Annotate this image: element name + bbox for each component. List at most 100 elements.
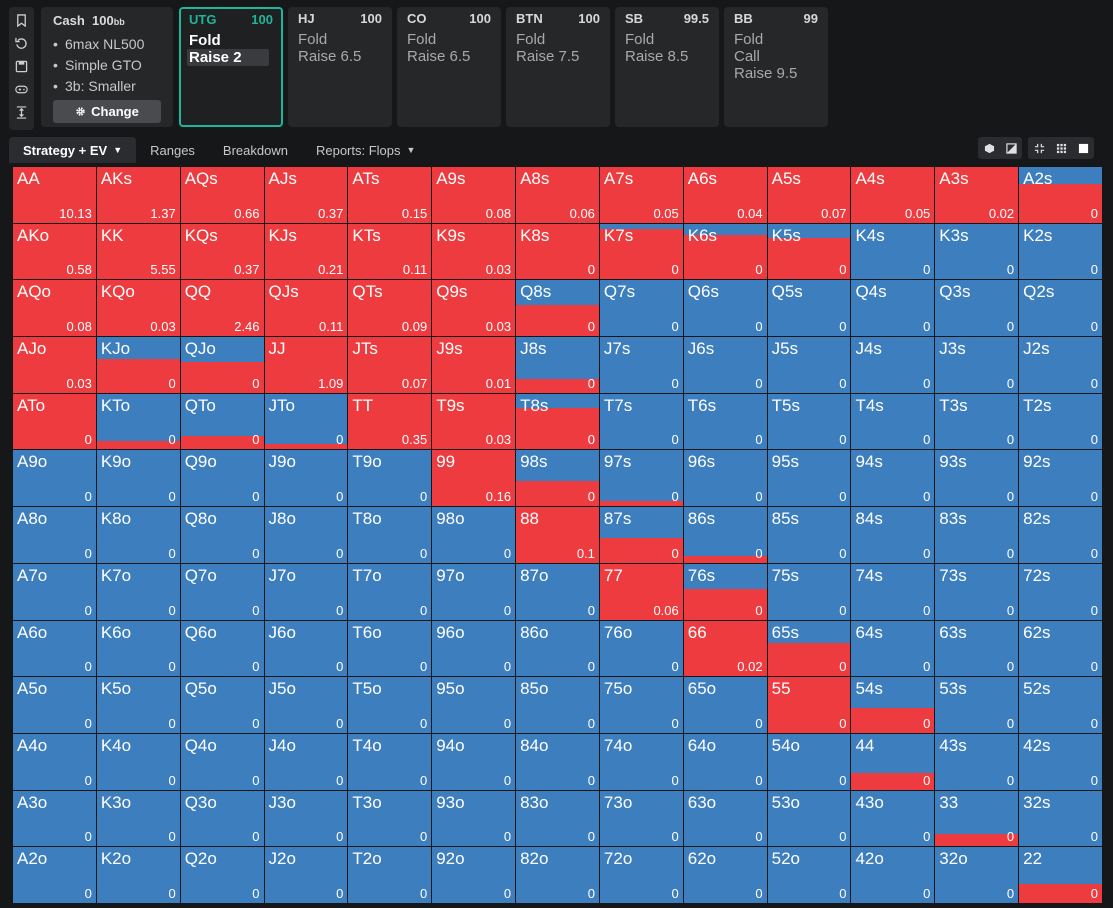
hand-cell[interactable]: J3s 0 bbox=[935, 337, 1019, 393]
hand-cell[interactable]: A9o 0 bbox=[13, 450, 96, 507]
change-button[interactable]: Change bbox=[53, 100, 161, 123]
hand-cell[interactable]: A7s 0.05 bbox=[599, 167, 683, 223]
hand-cell[interactable]: A4s 0.05 bbox=[851, 167, 935, 223]
tab-strategy-ev[interactable]: Strategy + EV ▼ bbox=[9, 137, 137, 163]
hand-cell[interactable]: K6o 0 bbox=[96, 620, 180, 677]
hand-cell[interactable]: T9s 0.03 bbox=[432, 393, 516, 450]
hand-cell[interactable]: KQs 0.37 bbox=[180, 223, 264, 280]
action-fold[interactable]: Fold bbox=[516, 31, 546, 48]
hand-cell[interactable]: T2s 0 bbox=[1019, 393, 1102, 450]
hand-cell[interactable]: K3s 0 bbox=[935, 223, 1019, 280]
hand-cell[interactable]: 82s 0 bbox=[1019, 507, 1102, 563]
hand-cell[interactable]: 84s 0 bbox=[851, 507, 935, 563]
hand-cell[interactable]: J4o 0 bbox=[264, 733, 348, 790]
hand-cell[interactable]: J8s 0 bbox=[516, 337, 599, 393]
position-card-btn[interactable]: BTN 100 Fold Raise 7.5 bbox=[506, 7, 610, 127]
hand-cell[interactable]: J7o 0 bbox=[264, 563, 348, 620]
hand-cell[interactable]: 83o 0 bbox=[516, 790, 599, 847]
hand-cell[interactable]: A6s 0.04 bbox=[683, 167, 767, 223]
hand-cell[interactable]: 73s 0 bbox=[935, 563, 1019, 620]
hand-cell[interactable]: JTs 0.07 bbox=[348, 337, 432, 393]
hand-cell[interactable]: Q9s 0.03 bbox=[432, 280, 516, 337]
grid-icon[interactable] bbox=[1050, 137, 1072, 159]
hand-cell[interactable]: T4s 0 bbox=[851, 393, 935, 450]
hand-cell[interactable]: 94o 0 bbox=[432, 733, 516, 790]
hand-cell[interactable]: T9o 0 bbox=[348, 450, 432, 507]
hand-cell[interactable]: Q2s 0 bbox=[1019, 280, 1102, 337]
hand-cell[interactable]: 85o 0 bbox=[516, 677, 599, 733]
action-raise[interactable]: Raise 7.5 bbox=[516, 48, 580, 65]
action-fold[interactable]: Fold bbox=[298, 31, 328, 48]
position-card-sb[interactable]: SB 99.5 Fold Raise 8.5 bbox=[615, 7, 719, 127]
hand-cell[interactable]: A3o 0 bbox=[13, 790, 96, 847]
hand-cell[interactable]: 82o 0 bbox=[516, 847, 599, 903]
hand-cell[interactable]: 63s 0 bbox=[935, 620, 1019, 677]
hand-cell[interactable]: A8s 0.06 bbox=[516, 167, 599, 223]
hand-cell[interactable]: 72s 0 bbox=[1019, 563, 1102, 620]
hand-cell[interactable]: T8s 0 bbox=[516, 393, 599, 450]
hand-cell[interactable]: 93o 0 bbox=[432, 790, 516, 847]
hand-cell[interactable]: J8o 0 bbox=[264, 507, 348, 563]
hand-cell[interactable]: 96o 0 bbox=[432, 620, 516, 677]
action-raise[interactable]: Raise 8.5 bbox=[625, 48, 689, 65]
hand-cell[interactable]: J6s 0 bbox=[683, 337, 767, 393]
hand-cell[interactable]: JJ 1.09 bbox=[264, 337, 348, 393]
hand-cell[interactable]: AJs 0.37 bbox=[264, 167, 348, 223]
hand-cell[interactable]: K8s 0 bbox=[516, 223, 599, 280]
expand-vertical-icon[interactable] bbox=[12, 102, 32, 122]
hand-cell[interactable]: Q6s 0 bbox=[683, 280, 767, 337]
hand-cell[interactable]: Q7o 0 bbox=[180, 563, 264, 620]
hand-cell[interactable]: Q8s 0 bbox=[516, 280, 599, 337]
action-fold[interactable]: Fold bbox=[625, 31, 655, 48]
hand-cell[interactable]: T3s 0 bbox=[935, 393, 1019, 450]
hand-cell[interactable]: 75o 0 bbox=[599, 677, 683, 733]
hand-cell[interactable]: A3s 0.02 bbox=[935, 167, 1019, 223]
hand-cell[interactable]: 42o 0 bbox=[851, 847, 935, 903]
hand-cell[interactable]: 95s 0 bbox=[767, 450, 851, 507]
position-card-co[interactable]: CO 100 Fold Raise 6.5 bbox=[397, 7, 501, 127]
save-icon[interactable] bbox=[12, 56, 32, 76]
hand-cell[interactable]: T7o 0 bbox=[348, 563, 432, 620]
compress-icon[interactable] bbox=[1028, 137, 1050, 159]
hand-cell[interactable]: T8o 0 bbox=[348, 507, 432, 563]
hand-cell[interactable]: KTs 0.11 bbox=[348, 223, 432, 280]
hand-cell[interactable]: A8o 0 bbox=[13, 507, 96, 563]
hand-cell[interactable]: Q3o 0 bbox=[180, 790, 264, 847]
hand-cell[interactable]: K4o 0 bbox=[96, 733, 180, 790]
gamepad-icon[interactable] bbox=[12, 79, 32, 99]
hand-cell[interactable]: 42s 0 bbox=[1019, 733, 1102, 790]
hand-cell[interactable]: K2s 0 bbox=[1019, 223, 1102, 280]
hand-cell[interactable]: QJo 0 bbox=[180, 337, 264, 393]
contrast-icon[interactable] bbox=[1000, 137, 1022, 159]
hand-cell[interactable]: KJo 0 bbox=[96, 337, 180, 393]
action-raise[interactable]: Raise 2 bbox=[187, 49, 269, 66]
hand-cell[interactable]: Q8o 0 bbox=[180, 507, 264, 563]
hand-cell[interactable]: J3o 0 bbox=[264, 790, 348, 847]
hand-cell[interactable]: 73o 0 bbox=[599, 790, 683, 847]
hand-cell[interactable]: K4s 0 bbox=[851, 223, 935, 280]
hand-cell[interactable]: 88 0.1 bbox=[516, 507, 599, 563]
hand-cell[interactable]: A5s 0.07 bbox=[767, 167, 851, 223]
hand-cell[interactable]: QTo 0 bbox=[180, 393, 264, 450]
hand-cell[interactable]: T7s 0 bbox=[599, 393, 683, 450]
hand-cell[interactable]: AJo 0.03 bbox=[13, 337, 96, 393]
hand-cell[interactable]: J2o 0 bbox=[264, 847, 348, 903]
hand-cell[interactable]: 76o 0 bbox=[599, 620, 683, 677]
cube-icon[interactable] bbox=[978, 137, 1000, 159]
hand-cell[interactable]: K2o 0 bbox=[96, 847, 180, 903]
position-card-utg[interactable]: UTG 100 Fold Raise 2 bbox=[179, 7, 283, 127]
hand-cell[interactable]: J7s 0 bbox=[599, 337, 683, 393]
hand-cell[interactable]: J5s 0 bbox=[767, 337, 851, 393]
tab-reports-flops[interactable]: Reports: Flops ▼ bbox=[302, 137, 429, 163]
hand-cell[interactable]: 62s 0 bbox=[1019, 620, 1102, 677]
hand-cell[interactable]: J9s 0.01 bbox=[432, 337, 516, 393]
hand-cell[interactable]: T2o 0 bbox=[348, 847, 432, 903]
hand-cell[interactable]: A9s 0.08 bbox=[432, 167, 516, 223]
hand-cell[interactable]: 53s 0 bbox=[935, 677, 1019, 733]
hand-cell[interactable]: AKs 1.37 bbox=[96, 167, 180, 223]
hand-cell[interactable]: K7s 0 bbox=[599, 223, 683, 280]
reset-icon[interactable] bbox=[12, 33, 32, 53]
hand-cell[interactable]: A2o 0 bbox=[13, 847, 96, 903]
hand-cell[interactable]: 32o 0 bbox=[935, 847, 1019, 903]
hand-cell[interactable]: K3o 0 bbox=[96, 790, 180, 847]
